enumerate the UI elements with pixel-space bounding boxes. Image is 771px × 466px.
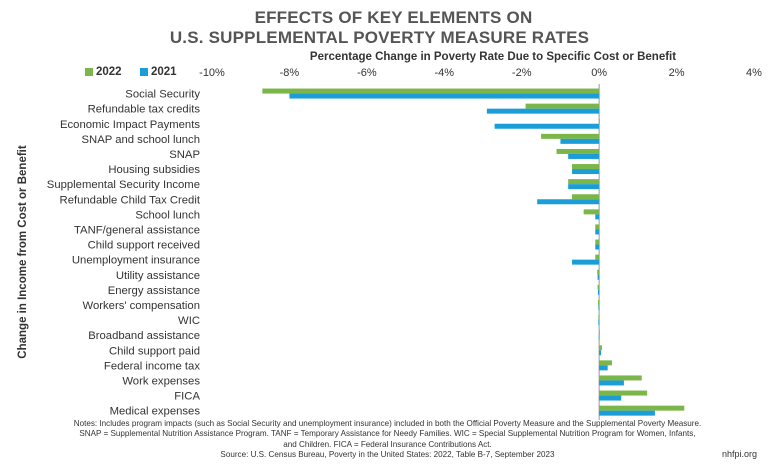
bar-2021 <box>598 320 600 326</box>
legend-item-2022: 2022 <box>85 66 122 78</box>
category-label: Energy assistance <box>108 285 200 297</box>
bar-2022 <box>597 284 600 290</box>
bar-2021 <box>486 108 600 114</box>
x-tick-label: -10% <box>199 67 225 79</box>
bar-2022 <box>599 390 648 396</box>
bar-2022 <box>599 360 612 366</box>
category-label: School lunch <box>135 209 200 221</box>
bar-chart: -10% -8% -6% -4% -2% 0% 2% 4% Social Security Re… <box>17 67 762 420</box>
bars-layer <box>262 88 685 416</box>
bar-2021 <box>595 244 600 250</box>
category-label: Broadband assistance <box>88 330 200 342</box>
category-label: Workers' compensation <box>83 300 200 312</box>
x-tick-label: 4% <box>746 67 762 79</box>
bar-2021 <box>560 138 600 144</box>
bar-2022 <box>525 103 600 109</box>
category-labels-layer: Social Security Refundable tax credits Eco… <box>47 89 201 418</box>
bar-2022 <box>597 299 600 305</box>
legend-item-2021: 2021 <box>140 66 177 78</box>
category-label: Work expenses <box>122 375 200 387</box>
bar-2021 <box>289 93 600 99</box>
y-axis-title: Change in Income from Cost or Benefit <box>17 145 29 359</box>
bar-2021 <box>494 123 600 129</box>
chart-title-line-1: EFFECTS OF KEY ELEMENTS ON <box>254 8 533 27</box>
category-label: SNAP <box>169 149 200 161</box>
bar-2022 <box>541 133 600 139</box>
category-label: Federal income tax <box>104 360 200 372</box>
legend-swatch-2021 <box>140 68 148 76</box>
bar-2021 <box>572 259 600 265</box>
bar-2022 <box>262 88 600 94</box>
x-tick-label: 2% <box>669 67 685 79</box>
bar-2022 <box>599 375 642 381</box>
bar-2021 <box>597 289 600 295</box>
category-label: Refundable Child Tax Credit <box>60 194 201 206</box>
x-tick-label: -6% <box>357 67 377 79</box>
bar-2022 <box>595 254 600 260</box>
x-tick-label: -8% <box>280 67 300 79</box>
x-tick-label: 0% <box>591 67 607 79</box>
category-label: FICA <box>174 391 200 403</box>
category-label: Refundable tax credits <box>88 104 201 116</box>
chart-notes: Notes: Includes program impacts (such as… <box>10 419 765 460</box>
note-line-3: and Children. FICA = Federal Insurance C… <box>283 439 492 449</box>
bar-2021 <box>599 365 608 371</box>
bar-2022 <box>597 269 600 275</box>
category-label: WIC <box>178 315 200 327</box>
note-line-1: Notes: Includes program impacts (such as… <box>73 419 702 428</box>
category-label: Economic Impact Payments <box>60 119 200 131</box>
bar-2021 <box>537 199 600 205</box>
bar-2022 <box>595 224 600 230</box>
bar-2021 <box>599 350 602 356</box>
bar-2022 <box>599 405 685 411</box>
bar-2022 <box>583 209 600 215</box>
bar-2022 <box>598 315 600 321</box>
bar-2021 <box>595 229 600 235</box>
brand-url: nhfpi.org <box>721 449 757 459</box>
chart-title-line-2: U.S. SUPPLEMENTAL POVERTY MEASURE RATES <box>169 28 590 47</box>
bar-2022 <box>572 164 600 170</box>
axis-layer: -10% -8% -6% -4% -2% 0% 2% 4% <box>199 67 762 420</box>
bar-2022 <box>568 179 600 185</box>
category-label: SNAP and school lunch <box>82 134 201 146</box>
category-label: Child support paid <box>109 345 200 357</box>
x-tick-label: -4% <box>435 67 455 79</box>
bar-2022 <box>595 239 600 245</box>
category-label: Utility assistance <box>116 270 200 282</box>
legend-label-2022: 2022 <box>96 66 122 78</box>
legend-label-2021: 2021 <box>151 66 177 78</box>
bar-2021 <box>572 169 600 175</box>
bar-2021 <box>595 214 600 220</box>
x-axis-title: Percentage Change in Poverty Rate Due to… <box>309 51 677 63</box>
category-label: Housing subsidies <box>108 164 200 176</box>
bar-2022 <box>599 118 600 124</box>
category-label: Social Security <box>125 89 200 101</box>
bar-2021 <box>568 153 600 159</box>
bar-2021 <box>598 304 600 310</box>
source-line: Source: U.S. Census Bureau, Poverty in t… <box>220 449 555 459</box>
x-tick-label: -2% <box>512 67 532 79</box>
bar-2022 <box>572 194 600 200</box>
bar-2021 <box>597 274 600 280</box>
category-label: Child support received <box>88 240 200 252</box>
bar-2021 <box>599 395 622 401</box>
bar-2022 <box>556 148 600 154</box>
bar-2022 <box>599 345 602 351</box>
category-label: Supplemental Security Income <box>47 179 200 191</box>
category-label: TANF/general assistance <box>74 224 200 236</box>
bar-2021 <box>568 184 600 190</box>
bar-2021 <box>599 380 624 386</box>
bar-2021 <box>599 410 655 416</box>
note-line-2: SNAP = Supplemental Nutrition Assistance… <box>79 429 696 439</box>
bar-2021 <box>598 335 600 341</box>
bar-2022 <box>599 330 600 336</box>
category-label: Medical expenses <box>110 406 201 418</box>
legend-swatch-2022 <box>85 68 93 76</box>
category-label: Unemployment insurance <box>72 255 200 267</box>
